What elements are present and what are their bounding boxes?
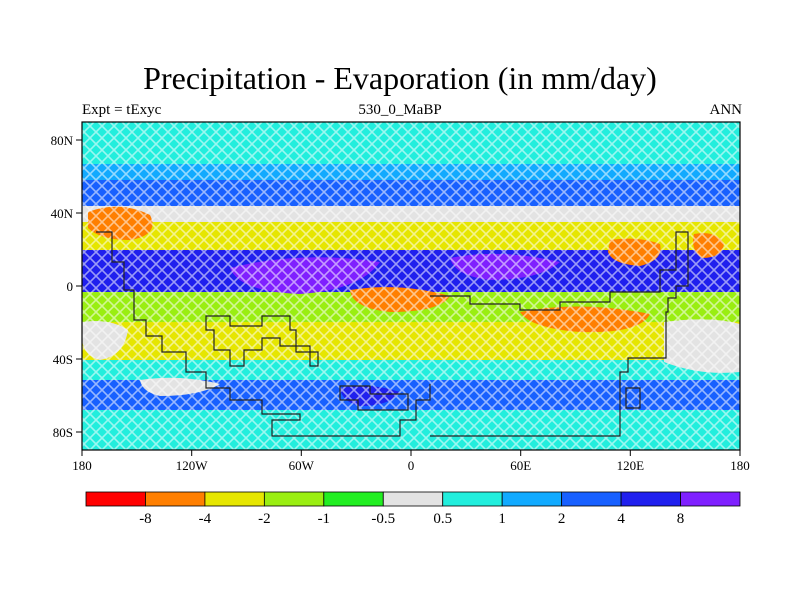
colorbar-swatch — [442, 491, 503, 507]
map-title: Precipitation - Evaporation (in mm/day) — [143, 60, 657, 96]
colorbar-label: 2 — [558, 511, 566, 527]
colorbar-label: -1 — [318, 511, 331, 527]
colorbar-label: -4 — [199, 511, 212, 527]
island-outline-southeast — [625, 387, 641, 409]
colorbar-label: -0.5 — [371, 511, 395, 527]
island-outline-south — [339, 385, 409, 411]
colorbar-swatch — [501, 491, 563, 507]
colorbar-swatch — [85, 491, 146, 507]
x-tick-label: 60W — [289, 458, 315, 473]
significance-hatching — [82, 122, 740, 450]
experiment-label: Expt = tExyc — [82, 102, 162, 118]
colorbar-swatch — [680, 491, 741, 507]
y-tick-label: 0 — [67, 279, 74, 294]
colorbar-swatch — [323, 491, 384, 507]
colorbar: -8 -4 -2 -1 -0.5 0.5 1 2 4 8 — [85, 491, 741, 527]
x-tick-label: 0 — [408, 458, 415, 473]
y-tick-label: 80N — [51, 133, 74, 148]
x-tick-label: 180 — [72, 458, 92, 473]
colorbar-swatch — [561, 491, 622, 507]
colorbar-label: 1 — [498, 511, 506, 527]
y-tick-label: 40S — [53, 352, 73, 367]
colorbar-label: -2 — [258, 511, 271, 527]
colorbar-swatch — [263, 491, 325, 507]
colorbar-label: 0.5 — [433, 511, 452, 527]
period-label: 530_0_MaBP — [358, 102, 442, 118]
x-tick-label: 60E — [510, 458, 531, 473]
continent-outline-inner — [205, 315, 319, 367]
colorbar-swatch — [620, 491, 681, 507]
y-tick-label: 80S — [53, 425, 73, 440]
x-tick-label: 180 — [730, 458, 750, 473]
x-tick-label: 120W — [176, 458, 209, 473]
y-tick-label: 40N — [51, 206, 74, 221]
x-tick-label: 120E — [617, 458, 645, 473]
season-label: ANN — [709, 102, 743, 118]
colorbar-swatch — [204, 491, 265, 507]
colorbar-label: 8 — [677, 511, 685, 527]
colorbar-label: -8 — [139, 511, 152, 527]
colorbar-label: 4 — [617, 511, 625, 527]
colorbar-swatch — [382, 491, 444, 507]
colorbar-swatch — [145, 491, 206, 507]
continent-outline-west — [96, 231, 431, 437]
continent-outline-east — [430, 231, 689, 437]
